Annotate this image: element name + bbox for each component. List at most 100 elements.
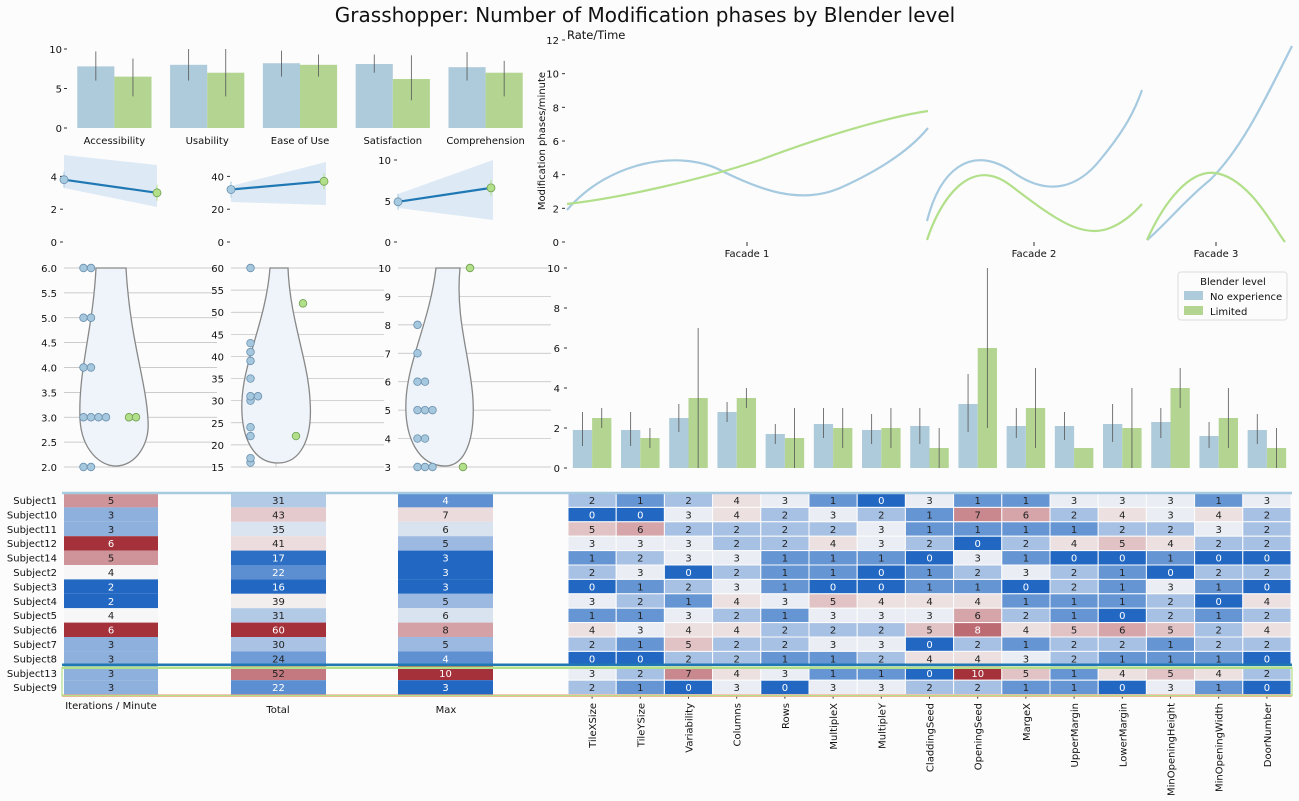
heatmap-cell-value: 2 (637, 597, 643, 608)
violin-ytick-label: 2.0 (41, 463, 57, 474)
reg-confidence-band (398, 160, 493, 220)
heatmap-cell-value: 3 (734, 554, 740, 565)
heatmap-cell-value: 3 (442, 683, 448, 694)
heatmap-cell-value: 1 (1119, 568, 1125, 579)
heatmap-row-label: Subject13 (7, 669, 57, 680)
heatmap-cell (64, 579, 158, 594)
heatmap-cell-value: 5 (108, 554, 114, 565)
heatmap-cell-value: 0 (878, 496, 884, 507)
heatmap-cell-value: 2 (1071, 582, 1077, 593)
heatmap-cell-value: 39 (272, 597, 285, 608)
heatmap-cell-value: 3 (878, 539, 884, 550)
violin-ytick-label: 3 (385, 463, 391, 474)
heatmap-cell (64, 651, 158, 666)
heatmap-cell-value: 2 (1264, 611, 1270, 622)
violin-ytick-label: 8 (385, 321, 391, 332)
param-ytick-label: 2 (554, 424, 560, 435)
heatmap-cell-value: 3 (1167, 582, 1173, 593)
heatmap-cell-value: 2 (782, 640, 788, 651)
heatmap-cell-value: 1 (1023, 683, 1029, 694)
param-bar-none (862, 430, 882, 468)
heatmap-cell (231, 507, 326, 522)
rate-ytick-label: 8 (553, 103, 559, 114)
param-bar-none (1006, 426, 1026, 468)
violin-point-none (94, 413, 103, 422)
heatmap-cell-value: 2 (1071, 640, 1077, 651)
heatmap-cell-value: 5 (1167, 669, 1173, 680)
heatmap-cell (64, 608, 158, 623)
rate-ytick-label: 0 (553, 238, 559, 249)
violin-ytick-label: 3.5 (41, 388, 57, 399)
heatmap-right-column-label: MultipleX (829, 703, 840, 750)
group-frame-limited (61, 667, 1293, 697)
heatmap-cell-value: 1 (975, 582, 981, 593)
heatmap-right-column-label: CladdingSeed (926, 703, 937, 772)
heatmap-cell (398, 579, 493, 594)
heatmap-cell-value: 2 (734, 611, 740, 622)
heatmap-cell-value: 0 (1119, 683, 1125, 694)
heatmap-cell-value: 2 (878, 510, 884, 521)
param-ytick-label: 6 (554, 344, 560, 355)
heatmap-cell-value: 3 (442, 582, 448, 593)
param-bar-none (1199, 436, 1219, 468)
figure-title: Grasshopper: Number of Modification phas… (335, 3, 955, 27)
heatmap-cell-value: 2 (108, 582, 114, 593)
heatmap-cell-value: 5 (685, 640, 691, 651)
heatmap-cell-value: 3 (1264, 496, 1270, 507)
heatmap-cell-value: 2 (1264, 510, 1270, 521)
heatmap-cell-value: 4 (734, 669, 740, 680)
heatmap-cell (398, 536, 493, 551)
heatmap-left-column-label: Total (265, 705, 289, 716)
heatmap-cell-value: 3 (782, 669, 788, 680)
violin-ytick-label: 50 (211, 308, 224, 319)
heatmap-cell-value: 4 (734, 510, 740, 521)
reg-ytick-label: 5 (385, 197, 391, 208)
violin-point-none (86, 462, 96, 472)
heatmap-cell-value: 3 (1167, 510, 1173, 521)
heatmap-cell-value: 22 (272, 568, 285, 579)
heatmap-cell-value: 3 (878, 611, 884, 622)
heatmap-right-column-label: DoorNumber (1263, 702, 1274, 767)
heatmap-right-column-label: UpperMargin (1070, 703, 1081, 767)
violin-ytick-label: 4.0 (41, 364, 57, 375)
violin-point-none (101, 413, 111, 422)
heatmap-row-label: Subject14 (7, 554, 57, 565)
heatmap-cell (398, 550, 493, 565)
heatmap-cell-value: 2 (1071, 568, 1077, 579)
heatmap-cell-value: 1 (1023, 496, 1029, 507)
heatmap-cell (231, 665, 326, 681)
violin-ytick-label: 60 (211, 264, 224, 275)
rate-curve-none (566, 127, 929, 211)
heatmap-cell-value: 3 (108, 654, 114, 665)
heatmap-cell (64, 680, 158, 695)
param-ytick-label: 0 (554, 464, 560, 475)
param-bar-none (813, 424, 834, 468)
heatmap-cell-value: 0 (926, 554, 932, 565)
heatmap-cell-value: 2 (830, 525, 836, 536)
heatmap-cell-value: 10 (439, 669, 452, 680)
heatmap-cell-value: 31 (272, 611, 285, 622)
heatmap-cell-value: 4 (1264, 626, 1270, 637)
heatmap-cell-value: 1 (637, 640, 643, 651)
param-bar-none (669, 418, 689, 468)
heatmap-cell-value: 4 (108, 568, 114, 579)
heatmap-cell-value: 2 (685, 582, 691, 593)
heatmap-cell-value: 2 (108, 597, 114, 608)
violin-point-none (79, 363, 88, 372)
heatmap-cell-value: 1 (830, 568, 836, 579)
legend-label-limited: Limited (1210, 307, 1247, 318)
violin-point-none (420, 405, 430, 415)
heatmap-cell (64, 521, 158, 537)
heatmap-cell-value: 3 (108, 525, 114, 536)
heatmap-cell-value: 3 (108, 669, 114, 680)
heatmap-cell-value: 1 (637, 683, 643, 694)
violin-point-none (86, 263, 96, 273)
heatmap-cell (231, 593, 326, 609)
heatmap-cell-value: 1 (1167, 554, 1173, 565)
heatmap-cell-value: 1 (830, 654, 836, 665)
param-bar-limited (1074, 448, 1094, 468)
heatmap-cell-value: 1 (1216, 654, 1222, 665)
heatmap-right-column-label: MinOpeningWidth (1215, 703, 1226, 792)
heatmap-cell-value: 0 (926, 640, 932, 651)
reg-ytick-label: 4 (51, 172, 57, 183)
